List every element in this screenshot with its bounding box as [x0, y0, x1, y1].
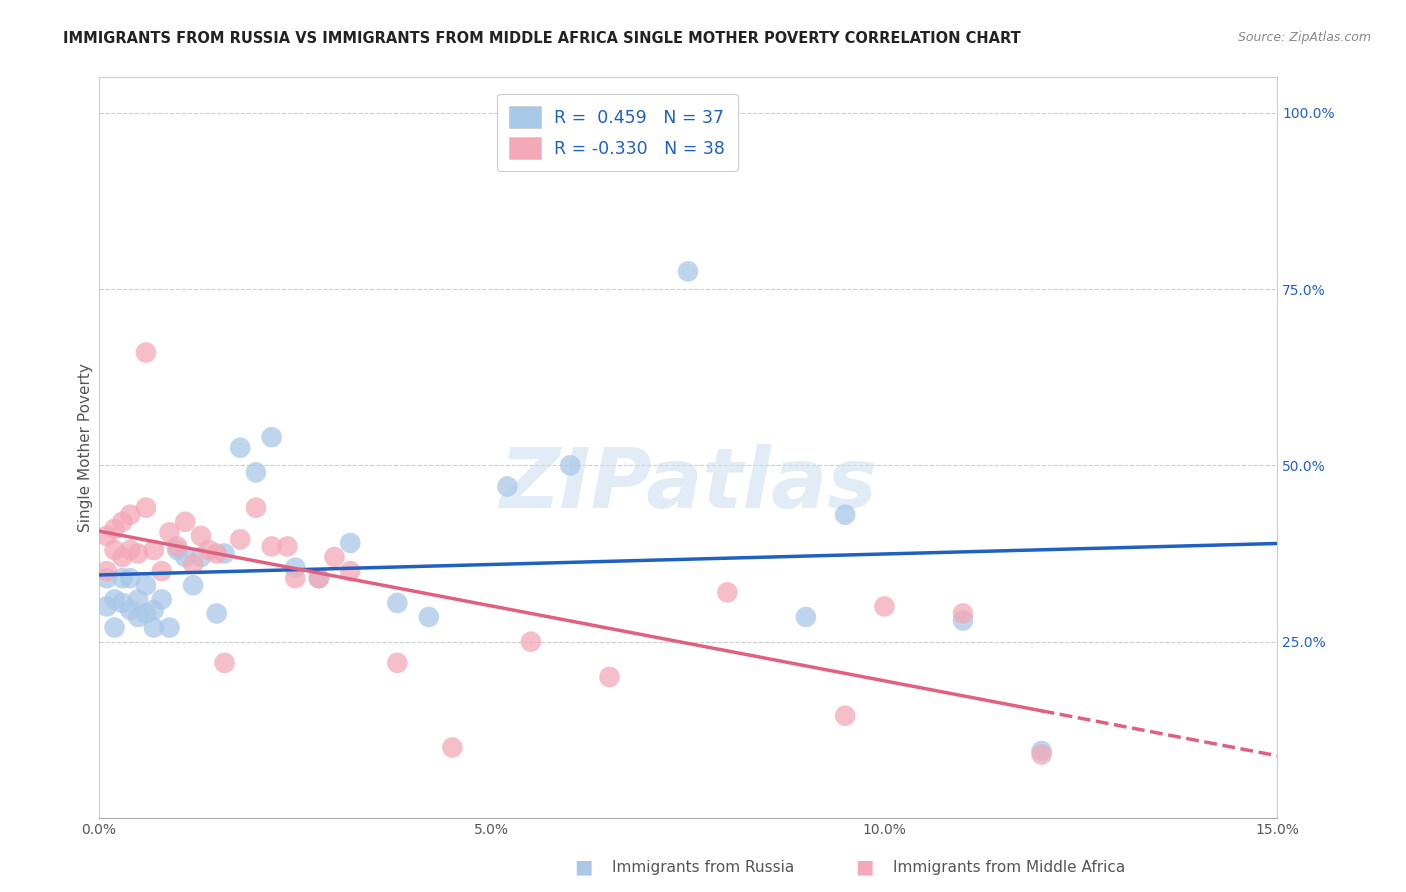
Point [387, 596, 409, 610]
Point [135, 345, 157, 359]
Point [834, 708, 856, 723]
Point [1031, 744, 1053, 758]
Point [284, 560, 307, 574]
Point [111, 596, 134, 610]
Point [150, 564, 173, 578]
Point [135, 578, 157, 592]
Point [142, 621, 165, 635]
Point [794, 610, 817, 624]
Text: ■: ■ [855, 857, 875, 877]
Point [127, 592, 149, 607]
Point [96, 571, 118, 585]
Point [214, 547, 236, 561]
Point [245, 500, 267, 515]
Point [159, 525, 181, 540]
Point [190, 549, 212, 564]
Point [103, 522, 125, 536]
Point [418, 610, 440, 624]
Point [190, 529, 212, 543]
Point [276, 540, 298, 554]
Point [339, 564, 361, 578]
Point [676, 264, 699, 278]
Point [142, 603, 165, 617]
Text: ZIPatlas: ZIPatlas [499, 444, 877, 525]
Point [181, 557, 204, 571]
Point [520, 634, 543, 648]
Point [111, 515, 134, 529]
Point [198, 543, 221, 558]
Point [952, 614, 974, 628]
Point [142, 543, 165, 558]
Point [166, 543, 188, 558]
Point [339, 536, 361, 550]
Point [205, 547, 228, 561]
Y-axis label: Single Mother Poverty: Single Mother Poverty [79, 363, 93, 533]
Text: Immigrants from Middle Africa: Immigrants from Middle Africa [893, 860, 1125, 874]
Point [229, 533, 252, 547]
Point [560, 458, 582, 473]
Point [120, 543, 142, 558]
Point [96, 529, 118, 543]
Point [323, 549, 346, 564]
Point [127, 610, 149, 624]
Point [1031, 747, 1053, 762]
Point [284, 571, 307, 585]
Point [308, 571, 330, 585]
Point [111, 571, 134, 585]
Point [260, 540, 283, 554]
Point [135, 607, 157, 621]
Text: IMMIGRANTS FROM RUSSIA VS IMMIGRANTS FROM MIDDLE AFRICA SINGLE MOTHER POVERTY CO: IMMIGRANTS FROM RUSSIA VS IMMIGRANTS FRO… [63, 31, 1021, 46]
Point [120, 571, 142, 585]
Point [496, 479, 519, 493]
Point [111, 549, 134, 564]
Point [229, 441, 252, 455]
Point [181, 578, 204, 592]
Point [387, 656, 409, 670]
Point [598, 670, 620, 684]
Point [103, 543, 125, 558]
Point [166, 540, 188, 554]
Point [952, 607, 974, 621]
Point [120, 603, 142, 617]
Point [135, 500, 157, 515]
Point [205, 607, 228, 621]
Point [127, 547, 149, 561]
Point [174, 549, 197, 564]
Legend: R =  0.459   N = 37, R = -0.330   N = 38: R = 0.459 N = 37, R = -0.330 N = 38 [498, 94, 738, 171]
Point [103, 592, 125, 607]
Point [150, 592, 173, 607]
Text: Immigrants from Russia: Immigrants from Russia [612, 860, 794, 874]
Point [716, 585, 738, 599]
Point [96, 599, 118, 614]
Point [120, 508, 142, 522]
Point [873, 599, 896, 614]
Point [308, 571, 330, 585]
Point [96, 564, 118, 578]
Point [834, 508, 856, 522]
Point [159, 621, 181, 635]
Point [260, 430, 283, 444]
Text: Source: ZipAtlas.com: Source: ZipAtlas.com [1237, 31, 1371, 45]
Point [214, 656, 236, 670]
Point [441, 740, 464, 755]
Text: ■: ■ [574, 857, 593, 877]
Point [103, 621, 125, 635]
Point [174, 515, 197, 529]
Point [245, 466, 267, 480]
